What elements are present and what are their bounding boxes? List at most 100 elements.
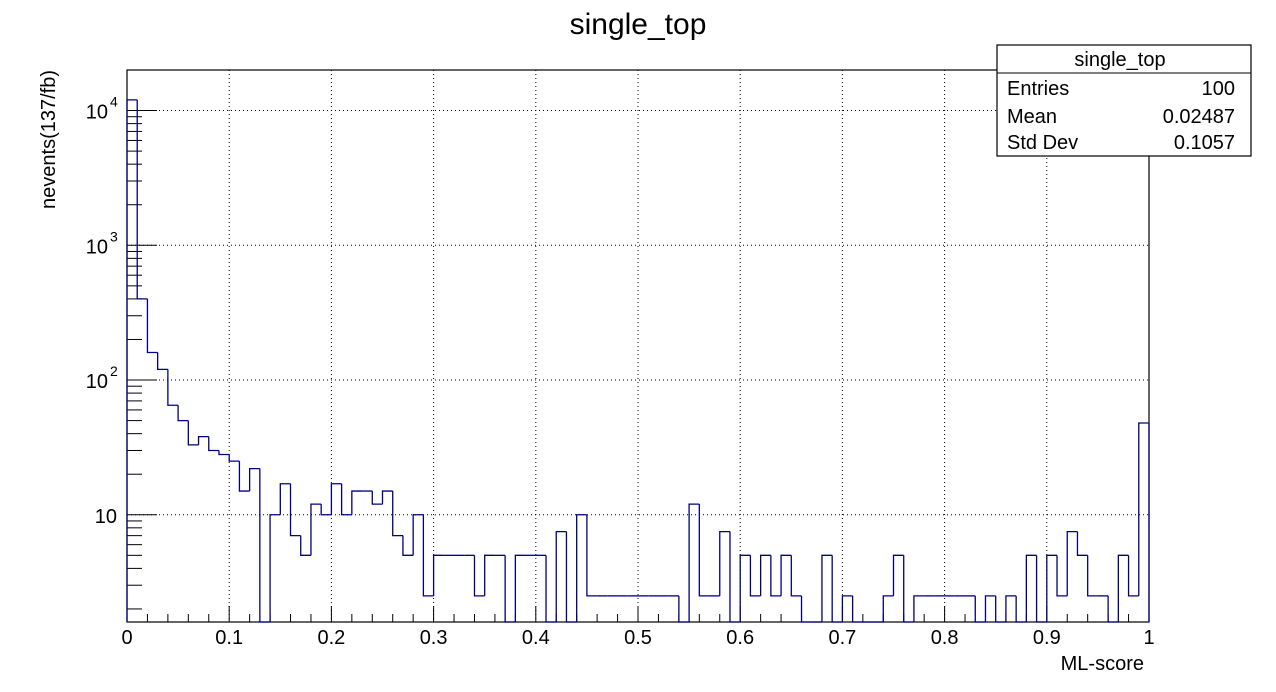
histogram-bin	[208, 436, 219, 452]
y-axis-label: nevents(137/fb)	[38, 70, 60, 209]
y-tick-exponent: 2	[110, 363, 118, 379]
histogram-bin	[739, 554, 751, 622]
histogram-bin	[146, 298, 158, 354]
histogram-bin	[831, 555, 843, 623]
histogram-bin	[759, 554, 771, 596]
x-tick-label: 0.4	[522, 627, 550, 649]
y-tick-exponent: 4	[110, 94, 118, 110]
histogram-bin	[136, 99, 148, 300]
histogram-bin	[238, 461, 250, 492]
histogram-bin	[882, 595, 894, 622]
histogram-bin	[1127, 555, 1139, 597]
histogram-bin	[402, 535, 414, 556]
histogram-bin	[228, 454, 240, 462]
histogram-bin	[903, 555, 914, 623]
histogram-series	[126, 99, 1150, 623]
histogram-bin	[514, 554, 526, 622]
histogram-bin	[177, 405, 189, 422]
histogram-bin	[576, 514, 587, 622]
y-tick-label: 10	[86, 236, 108, 258]
histogram-bin	[770, 555, 782, 597]
histogram-bin	[586, 514, 598, 597]
histogram-bin	[790, 555, 802, 597]
x-tick-label: 0.2	[317, 627, 345, 649]
histogram-bin	[984, 595, 996, 622]
histogram-bin	[320, 504, 332, 516]
y-tick-label: 10	[86, 102, 108, 124]
y-tick-label: 10	[95, 506, 117, 528]
stats-stddev-value: 0.1057	[1174, 132, 1235, 154]
histogram-bin	[688, 503, 700, 622]
stats-box: single_top Entries 100 Mean 0.02487 Std …	[996, 44, 1252, 157]
histogram-bin	[913, 595, 925, 622]
histogram-bin	[851, 595, 863, 623]
histogram-bin	[678, 595, 690, 623]
histogram-bin	[1138, 422, 1149, 596]
x-tick-label: 0	[121, 627, 132, 649]
stats-mean-value: 0.02487	[1163, 106, 1235, 128]
histogram-bin	[1066, 530, 1078, 596]
grid-lines	[127, 70, 1149, 622]
histogram-bin	[218, 450, 230, 456]
histogram-bin	[484, 554, 495, 596]
histogram-bin	[1117, 554, 1129, 622]
histogram-bin	[780, 554, 792, 596]
histogram-bin	[1056, 555, 1068, 597]
histogram-bin	[1005, 595, 1017, 622]
x-tick-label: 0.5	[624, 627, 652, 649]
histogram-bin	[841, 595, 853, 622]
x-tick-label: 0.3	[420, 627, 448, 649]
histogram-bin	[995, 595, 1006, 623]
histogram-bin	[187, 420, 199, 446]
histogram-bin	[157, 352, 168, 371]
y-tick-exponent: 3	[110, 228, 118, 244]
histogram-bin	[167, 369, 179, 406]
histogram-bin	[300, 535, 311, 556]
histogram-bin	[351, 490, 363, 515]
stats-stddev-label: Std Dev	[1007, 132, 1078, 154]
histogram-bin	[504, 555, 516, 623]
histogram-bin	[259, 468, 271, 623]
stats-entries-label: Entries	[1007, 78, 1069, 100]
histogram-bin	[974, 595, 986, 623]
x-tick-label: 0.7	[828, 627, 856, 649]
stats-entries-value: 100	[1202, 78, 1235, 100]
histogram-bin	[1087, 555, 1098, 597]
histogram-bin	[545, 555, 557, 623]
histogram-bin	[422, 514, 434, 597]
y-tick-label: 10	[86, 371, 108, 393]
x-tick-label: 0.9	[1033, 627, 1061, 649]
chart-title: single_top	[570, 8, 707, 41]
histogram-bin	[555, 530, 567, 622]
histogram-bin	[330, 483, 342, 515]
histogram-bin	[719, 530, 730, 596]
histogram-bin	[279, 483, 291, 515]
histogram-bin	[197, 435, 209, 445]
x-axis-label: ML-score	[1061, 653, 1144, 675]
stats-mean-label: Mean	[1007, 106, 1057, 128]
histogram-bin	[821, 554, 833, 622]
x-tick-labels: 0 0.1 0.2 0.3 0.4 0.5 0.6 0.7 0.8 0.9 1	[121, 627, 1154, 649]
histogram-bin	[126, 99, 138, 622]
histogram-bin	[392, 491, 403, 537]
stats-box-title: single_top	[1074, 49, 1165, 71]
histogram-bin	[412, 514, 424, 556]
histogram-bin	[698, 504, 710, 597]
histogram-bin	[1035, 555, 1047, 623]
x-tick-label: 1	[1143, 627, 1154, 649]
histogram-bin	[269, 514, 281, 622]
histogram-bin	[749, 555, 761, 597]
histogram-bin	[432, 554, 444, 596]
histogram-bin	[892, 554, 904, 596]
histogram-bin	[371, 491, 383, 505]
histogram-bin	[1025, 554, 1037, 622]
histogram-bin	[310, 503, 322, 556]
histogram-bin	[248, 467, 260, 492]
histogram-bin	[381, 490, 393, 505]
histogram-bin	[1076, 531, 1088, 556]
x-tick-label: 0.8	[931, 627, 959, 649]
histogram-bin	[1107, 595, 1119, 623]
histogram-bin	[800, 595, 812, 623]
